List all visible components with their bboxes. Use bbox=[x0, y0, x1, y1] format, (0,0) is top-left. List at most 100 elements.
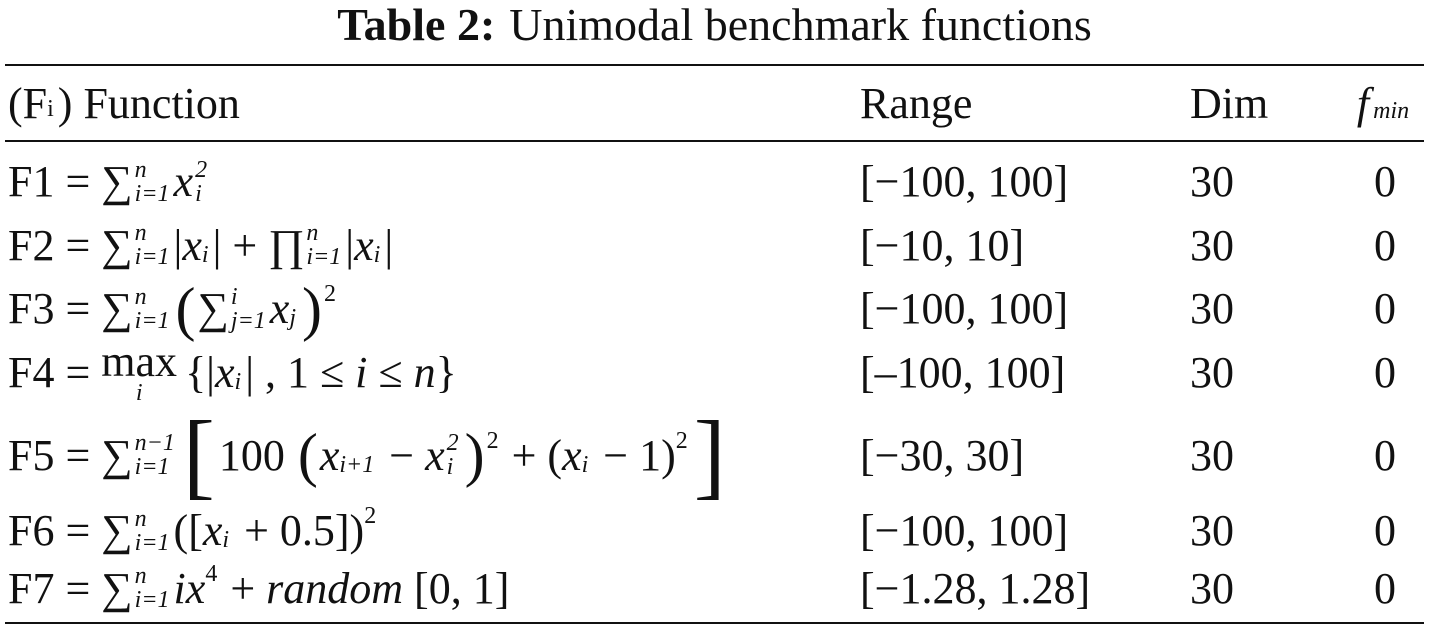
formula-limits: i j=1 bbox=[231, 285, 266, 333]
formula-superscript: 2 bbox=[195, 156, 208, 183]
formula-limits: n i=1 bbox=[135, 285, 170, 333]
formula-superscript: 2 bbox=[675, 427, 688, 454]
range-cell: [−100, 100] bbox=[860, 284, 1069, 333]
formula-text: + bbox=[219, 563, 267, 613]
formula-subscript: i=1 bbox=[134, 180, 170, 207]
formula-max: max i bbox=[101, 336, 178, 406]
top-rule bbox=[5, 64, 1424, 66]
formula-subscript: j=1 bbox=[230, 307, 266, 334]
range-cell: [−30, 30] bbox=[860, 430, 1025, 480]
formula-operator: ∑ bbox=[101, 430, 133, 480]
dim-cell: 30 bbox=[1190, 563, 1234, 613]
formula-variable: x bbox=[202, 506, 223, 555]
table-label: Table 2: bbox=[337, 0, 496, 50]
bottom-rule bbox=[5, 622, 1424, 624]
formula-text: {| bbox=[185, 348, 215, 397]
header-sub: i bbox=[47, 95, 54, 122]
range-cell: [−1.28, 1.28] bbox=[860, 563, 1091, 613]
function-cell: F2 = ∑ n i=1 | x i | + ∏ n i=1 | x i | bbox=[8, 220, 393, 271]
table-caption: Unimodal benchmark functions bbox=[509, 0, 1092, 50]
formula-text: | bbox=[345, 220, 355, 270]
dim-cell: 30 bbox=[1190, 348, 1234, 397]
table-row: F3 = ∑ n i=1(∑ i j=1 x j) 2 [−100, 100] 30 0 bbox=[0, 277, 1429, 340]
formula-subscript: i=1 bbox=[134, 529, 170, 556]
header-text: ) Function bbox=[57, 78, 240, 128]
fmin-cell: 0 bbox=[1374, 348, 1396, 397]
header-rule bbox=[5, 140, 1424, 142]
formula-variable: x bbox=[173, 157, 194, 206]
formula-superscript: n bbox=[134, 283, 147, 310]
formula-text: F1 = bbox=[8, 157, 102, 206]
formula-operator: ∑ bbox=[101, 157, 133, 206]
formula-text: | + bbox=[212, 220, 269, 270]
formula-variable: x bbox=[562, 430, 582, 480]
formula-superscript: 2 bbox=[446, 430, 459, 456]
formula-subscript: i=1 bbox=[134, 587, 170, 613]
formula-text: 100 bbox=[218, 430, 296, 480]
dim-cell: 30 bbox=[1190, 506, 1234, 555]
function-cell: F4 = max i {| x i | , 1 ≤ i ≤ n} bbox=[8, 336, 457, 406]
formula-subscript: i bbox=[222, 527, 230, 553]
formula-operator: ∑ bbox=[101, 220, 133, 270]
formula-variable: x bbox=[354, 220, 374, 270]
formula-superscript: 2 bbox=[364, 503, 377, 529]
function-cell: F3 = ∑ n i=1(∑ i j=1 x j) 2 bbox=[8, 279, 338, 339]
formula-superscript: n bbox=[306, 220, 319, 246]
formula-subscript: i=1 bbox=[134, 307, 170, 334]
formula-subscript: i bbox=[135, 379, 143, 406]
fmin-cell: 0 bbox=[1374, 430, 1396, 480]
function-cell: F1 = ∑ n i=1 x 2 i bbox=[8, 156, 211, 207]
formula-limits: n i=1 bbox=[135, 158, 170, 206]
formula-subscript: j bbox=[289, 305, 296, 331]
formula-superscript: 2 bbox=[486, 427, 499, 454]
formula-limits: n i=1 bbox=[135, 507, 170, 555]
header-f: f bbox=[1356, 78, 1370, 128]
formula-superscript: n−1 bbox=[134, 430, 175, 456]
formula-superscript: 2 bbox=[323, 281, 336, 307]
fmin-cell: 0 bbox=[1374, 506, 1396, 555]
dim-cell: 30 bbox=[1190, 157, 1234, 206]
header-dim: Dim bbox=[1190, 78, 1269, 128]
formula-text: F2 = bbox=[8, 220, 102, 270]
fmin-cell: 0 bbox=[1374, 220, 1396, 270]
formula-limits: n i=1 bbox=[135, 221, 170, 269]
formula-text: + ( bbox=[500, 430, 563, 480]
range-cell: [−100, 100] bbox=[860, 506, 1069, 555]
formula-operator: ∑ bbox=[197, 284, 229, 333]
formula-operator: max bbox=[101, 336, 178, 386]
range-cell: [−10, 10] bbox=[860, 220, 1025, 270]
range-cell: [–100, 100] bbox=[860, 348, 1066, 397]
formula-variable: x bbox=[269, 284, 290, 333]
formula-superscript: n bbox=[134, 563, 147, 589]
formula-text: [0, 1] bbox=[403, 563, 510, 613]
formula-bracket: ] bbox=[693, 401, 726, 508]
formula-variable: x bbox=[215, 348, 235, 397]
header-range: Range bbox=[860, 78, 973, 128]
range-cell: [−100, 100] bbox=[860, 157, 1069, 206]
formula-text: F7 = bbox=[8, 563, 102, 613]
formula-variable: ix bbox=[173, 563, 206, 613]
formula-bracket: ( bbox=[175, 275, 196, 342]
table-title: Table 2: Unimodal benchmark functions bbox=[0, 0, 1429, 50]
formula-operator: ∑ bbox=[101, 563, 133, 613]
formula-subscript: i+1 bbox=[339, 451, 375, 478]
formula-bracket: ( bbox=[297, 422, 318, 488]
formula-operator: ∑ bbox=[101, 284, 133, 333]
formula-text: + 0.5]) bbox=[233, 506, 365, 555]
formula-text: F3 = bbox=[8, 284, 102, 333]
function-cell: F6 = ∑ n i=1([x i + 0.5]) 2 bbox=[8, 503, 378, 556]
formula-text: | , 1 ≤ bbox=[245, 348, 356, 397]
formula-subscript: i bbox=[201, 241, 209, 268]
table-row: F5 = ∑ n−1 i=1[100 (x i+1 − x 2 i) 2 + (x i − 1… bbox=[0, 405, 1429, 505]
formula-text: | bbox=[384, 220, 394, 270]
header-fmin: f min bbox=[1330, 78, 1429, 129]
table-row: F4 = max i {| x i | , 1 ≤ i ≤ n} [–100, 100] 30… bbox=[0, 336, 1429, 406]
table-row: F1 = ∑ n i=1 x 2 i [−100, 100] 30 0 bbox=[0, 150, 1429, 213]
fmin-cell: 0 bbox=[1374, 563, 1396, 613]
formula-text: F5 = bbox=[8, 430, 102, 480]
formula-variable: random bbox=[266, 563, 404, 613]
formula-text: − bbox=[378, 430, 426, 480]
table-row: F7 = ∑ n i=1 ix 4 + random [0, 1] [−1.28, 1.2… bbox=[0, 556, 1429, 620]
